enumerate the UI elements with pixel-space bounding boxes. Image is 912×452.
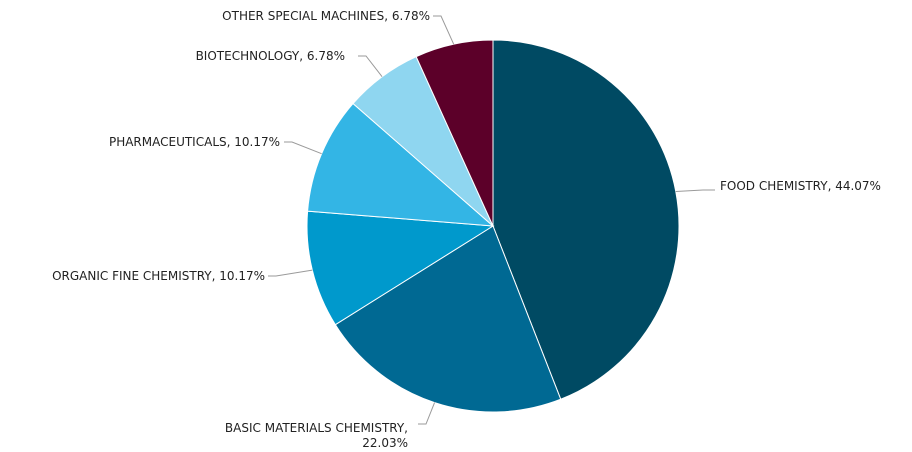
leader-line xyxy=(418,402,436,425)
pie-slice-other-special-machines xyxy=(415,39,494,227)
pie-slice-pharmaceuticals xyxy=(307,102,495,227)
data-label: FOOD CHEMISTRY, 44.07% xyxy=(720,179,881,193)
data-label: BASIC MATERIALS CHEMISTRY, 22.03% xyxy=(225,421,408,450)
leader-line xyxy=(433,15,455,45)
leader-line xyxy=(284,141,322,155)
leader-lines-layer xyxy=(268,15,715,425)
labels-layer: FOOD CHEMISTRY, 44.07% BASIC MATERIALS CH… xyxy=(52,9,881,450)
data-label: PHARMACEUTICALS, 10.17% xyxy=(109,135,280,149)
data-label: OTHER SPECIAL MACHINES, 6.78% xyxy=(222,9,430,23)
data-label: ORGANIC FINE CHEMISTRY, 10.17% xyxy=(52,269,265,283)
data-label: BIOTECHNOLOGY, 6.78% xyxy=(196,49,345,63)
leader-line xyxy=(675,189,715,193)
pie-slice-basic-materials-chemistry xyxy=(334,225,562,413)
leader-line xyxy=(358,55,383,78)
pie-slice-organic-fine-chemistry xyxy=(306,210,495,326)
leader-line xyxy=(268,269,313,277)
slices-layer xyxy=(306,39,680,413)
